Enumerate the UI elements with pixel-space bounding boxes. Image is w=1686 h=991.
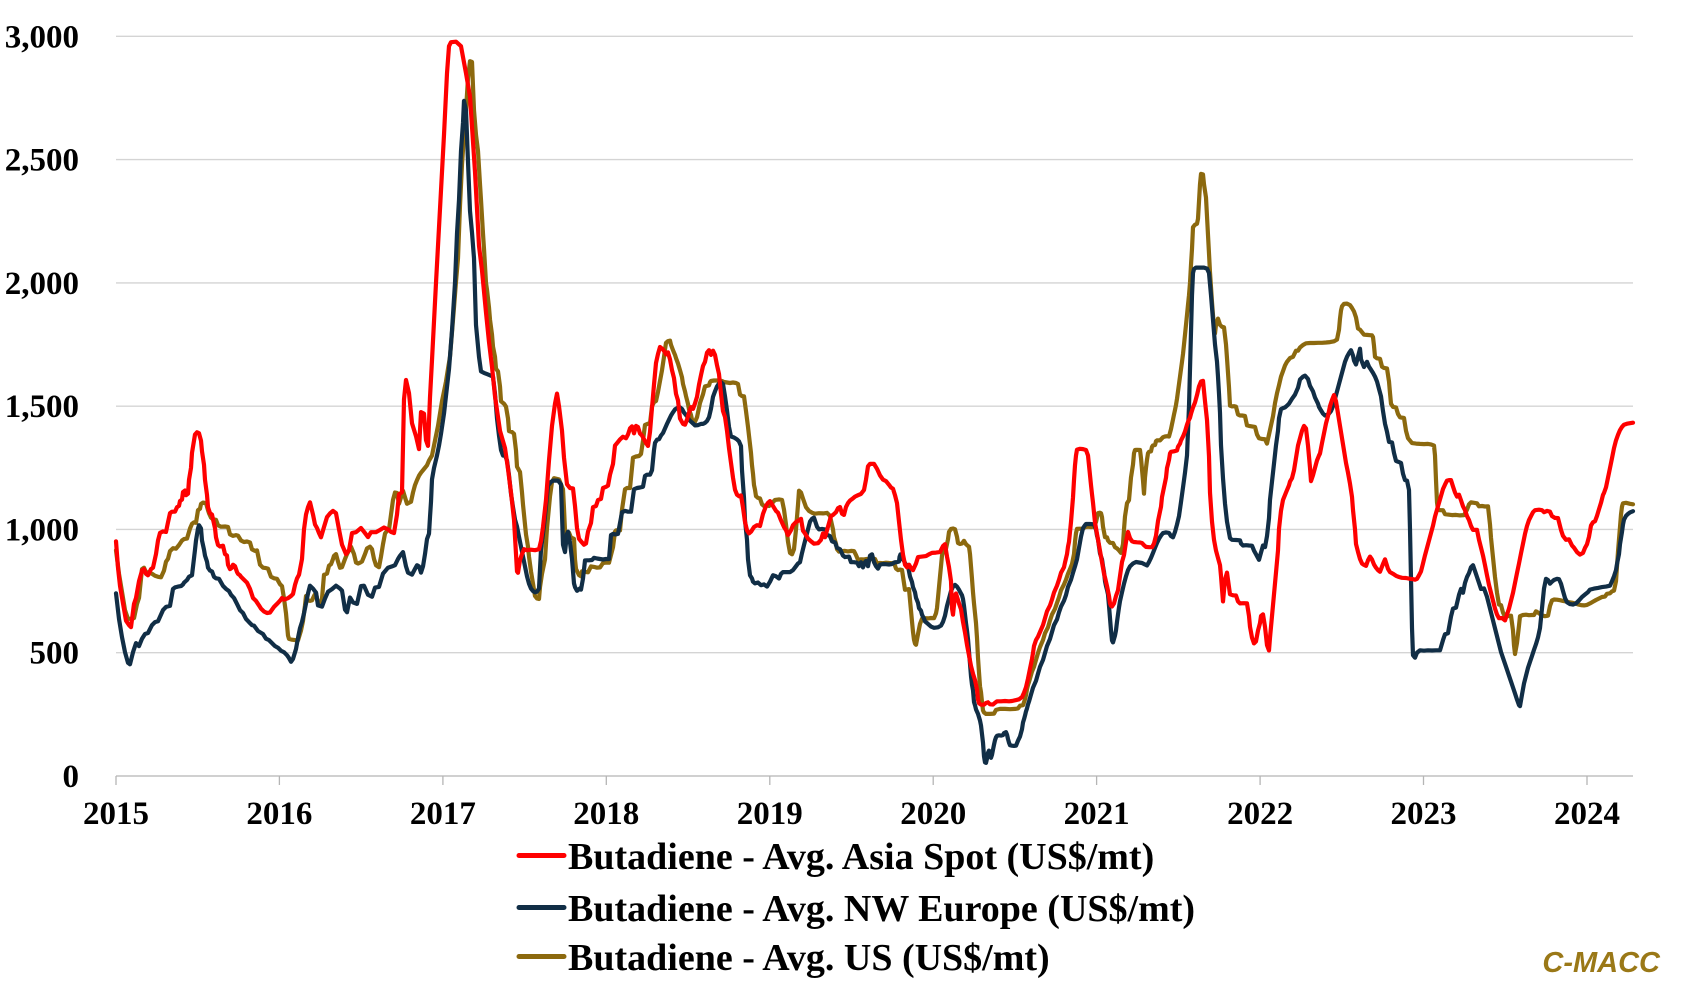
svg-text:2019: 2019 bbox=[737, 796, 803, 832]
svg-text:2018: 2018 bbox=[573, 796, 639, 832]
svg-text:2017: 2017 bbox=[410, 796, 476, 832]
svg-text:2,500: 2,500 bbox=[5, 143, 79, 179]
svg-text:Butadiene - Avg. NW Europe (US: Butadiene - Avg. NW Europe (US$/mt) bbox=[568, 888, 1195, 930]
svg-text:3,000: 3,000 bbox=[5, 19, 79, 55]
svg-text:1,000: 1,000 bbox=[5, 512, 79, 548]
svg-text:0: 0 bbox=[63, 759, 80, 795]
svg-text:2,000: 2,000 bbox=[5, 266, 79, 302]
svg-text:2020: 2020 bbox=[900, 796, 966, 832]
svg-text:Butadiene - Avg. Asia Spot (US: Butadiene - Avg. Asia Spot (US$/mt) bbox=[568, 836, 1154, 878]
svg-text:2022: 2022 bbox=[1227, 796, 1293, 832]
svg-text:2016: 2016 bbox=[246, 796, 312, 832]
svg-text:C-MACC: C-MACC bbox=[1542, 947, 1661, 979]
svg-text:2024: 2024 bbox=[1554, 796, 1620, 832]
svg-text:2023: 2023 bbox=[1391, 796, 1457, 832]
svg-text:2015: 2015 bbox=[83, 796, 149, 832]
svg-text:2021: 2021 bbox=[1064, 796, 1130, 832]
svg-text:Butadiene - Avg. US (US$/mt): Butadiene - Avg. US (US$/mt) bbox=[568, 937, 1050, 979]
svg-text:1,500: 1,500 bbox=[5, 389, 79, 425]
svg-text:500: 500 bbox=[30, 636, 80, 672]
